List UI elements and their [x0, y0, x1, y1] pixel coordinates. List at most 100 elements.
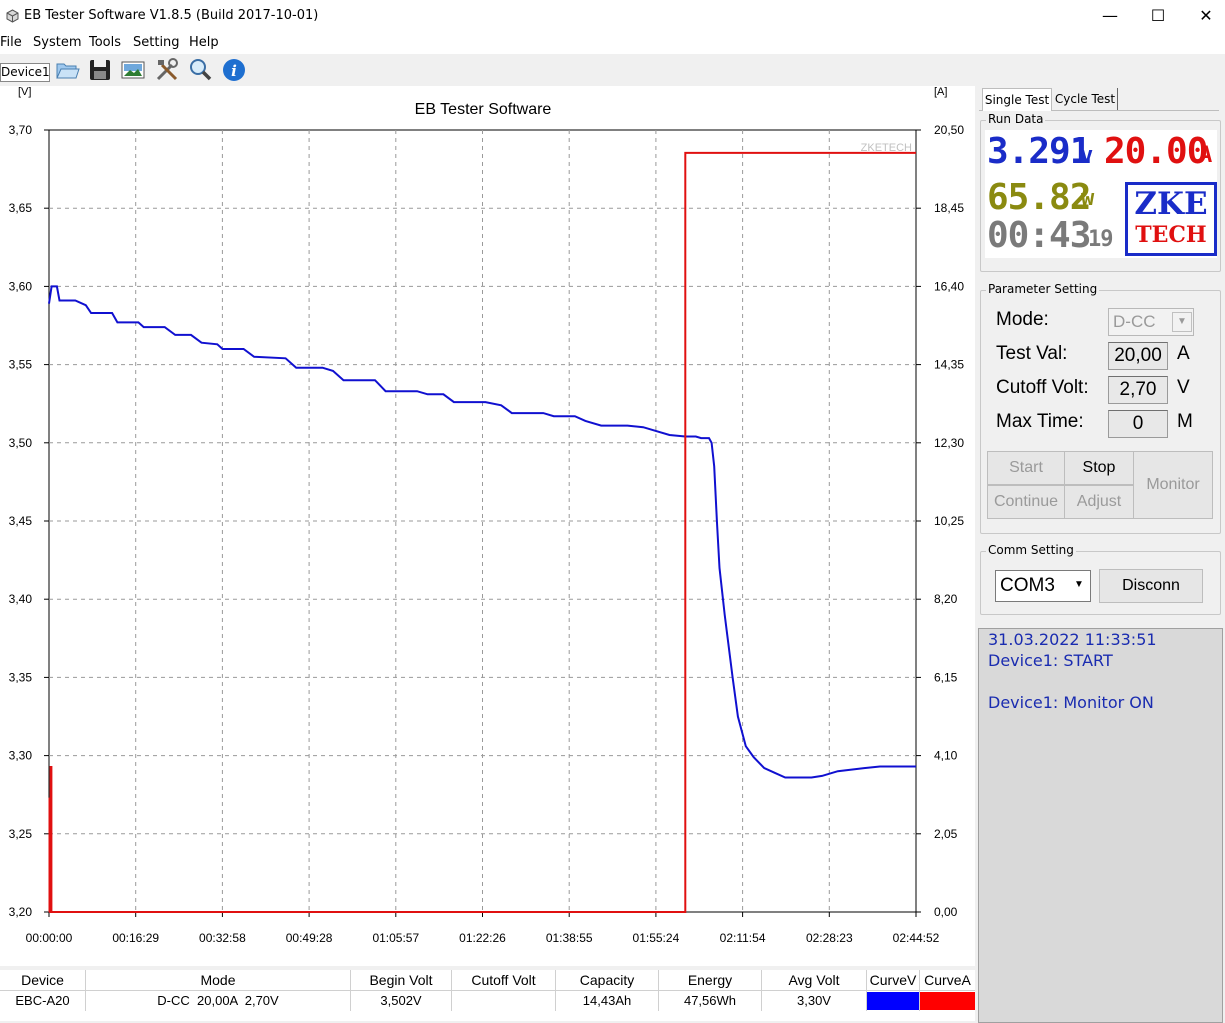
current-readout: 20.00: [1104, 131, 1208, 172]
close-button[interactable]: ✕: [1199, 6, 1213, 25]
x-tick-label: 01:05:57: [372, 931, 419, 945]
table-cell-cutoff-volt[interactable]: [452, 991, 556, 1011]
right-tick-label: 18,45: [934, 201, 964, 215]
table-cell-begin-volt[interactable]: 3,502V: [351, 991, 452, 1011]
parameter-setting-group: [980, 290, 1221, 534]
log-line: Device1: START: [988, 651, 1113, 670]
com-port-select[interactable]: COM3 ▼: [995, 570, 1091, 602]
column-header[interactable]: CurveV: [867, 970, 920, 991]
chart-title: EB Tester Software: [415, 101, 552, 118]
column-header[interactable]: Capacity: [556, 970, 659, 991]
window-title: EB Tester Software V1.8.5 (Build 2017-10…: [24, 8, 319, 23]
curve-v-swatch: [867, 992, 919, 1010]
chevron-down-icon: ▼: [1074, 579, 1084, 590]
power-unit: w: [1081, 186, 1094, 211]
mode-label: Mode:: [996, 309, 1049, 330]
com-port-value: COM3: [1000, 575, 1055, 596]
right-tick-label: 4,10: [934, 749, 958, 763]
time-seconds: 19: [1088, 227, 1113, 252]
column-header[interactable]: Mode: [86, 970, 351, 991]
table-cell-curve-v[interactable]: [867, 991, 920, 1011]
continue-button[interactable]: Continue: [987, 485, 1065, 519]
max-time-label: Max Time:: [996, 411, 1084, 432]
menu-file[interactable]: File: [0, 35, 22, 50]
zoom-icon[interactable]: [187, 57, 213, 83]
info-icon[interactable]: i: [221, 57, 247, 83]
left-tick-label: 3,70: [9, 123, 33, 137]
column-header[interactable]: Begin Volt: [351, 970, 452, 991]
x-tick-label: 01:22:26: [459, 931, 506, 945]
app-icon: [6, 9, 19, 23]
tab-strip-line: [979, 110, 1219, 111]
image-icon[interactable]: [120, 57, 146, 83]
mode-select[interactable]: D-CC ▼: [1108, 308, 1194, 336]
table-cell-curve-a[interactable]: [920, 991, 975, 1011]
column-header[interactable]: Energy: [659, 970, 762, 991]
menu-help[interactable]: Help: [189, 35, 219, 50]
disconnect-button[interactable]: Disconn: [1099, 569, 1203, 603]
column-header[interactable]: CurveA: [920, 970, 975, 991]
x-tick-label: 00:00:00: [26, 931, 73, 945]
x-tick-label: 01:38:55: [546, 931, 593, 945]
right-tick-label: 14,35: [934, 358, 964, 372]
minimize-button[interactable]: —: [1102, 6, 1118, 25]
time-readout: 00:43: [987, 215, 1091, 256]
column-header[interactable]: Cutoff Volt: [452, 970, 556, 991]
column-header[interactable]: Device: [0, 970, 86, 991]
mode-value: D-CC: [1113, 312, 1156, 331]
power-readout: 65.82: [987, 177, 1091, 218]
run-data-group: [980, 120, 1221, 272]
cutoff-volt-input[interactable]: 2,70: [1108, 376, 1168, 404]
left-tick-label: 3,45: [9, 514, 33, 528]
right-tick-label: 12,30: [934, 436, 964, 450]
maximize-button[interactable]: ☐: [1150, 6, 1166, 25]
left-tick-label: 3,35: [9, 670, 33, 684]
results-table: Device Mode Begin Volt Cutoff Volt Capac…: [0, 970, 975, 1021]
device-tab[interactable]: Device1: [0, 63, 50, 82]
svg-text:i: i: [231, 62, 237, 80]
start-button[interactable]: Start: [987, 451, 1065, 485]
tab-cycle-test[interactable]: Cycle Test: [1053, 88, 1118, 110]
column-header[interactable]: Avg Volt: [762, 970, 867, 991]
tab-single-test[interactable]: Single Test: [982, 88, 1052, 111]
left-tick-label: 3,20: [9, 905, 33, 919]
current-unit: A: [1199, 143, 1212, 168]
toolbar: [0, 54, 975, 86]
table-cell-mode[interactable]: D-CC 20,00A 2,70V: [86, 991, 351, 1011]
x-tick-label: 00:32:58: [199, 931, 246, 945]
monitor-button[interactable]: Monitor: [1133, 451, 1213, 519]
voltage-unit: v: [1080, 143, 1093, 168]
chart-area: 3,70 3,65 3,60 3,55 3,50 3,45 3,40 3,35 3,30 3,25…: [0, 86, 975, 966]
current-curve: [48, 151, 916, 913]
save-icon[interactable]: [87, 57, 113, 83]
right-axis-unit: [A]: [934, 86, 947, 98]
open-folder-icon[interactable]: [54, 57, 80, 83]
table-cell-avg-volt[interactable]: 3,30V: [762, 991, 867, 1011]
cutoff-volt-label: Cutoff Volt:: [996, 377, 1089, 398]
menu-setting[interactable]: Setting: [133, 35, 180, 50]
log-line: Device1: Monitor ON: [988, 693, 1154, 712]
voltage-readout: 3.291: [987, 131, 1091, 172]
tools-icon[interactable]: [154, 57, 180, 83]
test-val-input[interactable]: 20,00: [1108, 342, 1168, 370]
max-time-input[interactable]: 0: [1108, 410, 1168, 438]
comm-setting-label: Comm Setting: [986, 543, 1076, 557]
adjust-button[interactable]: Adjust: [1064, 485, 1134, 519]
x-tick-label: 02:44:52: [893, 931, 940, 945]
title-bar: [0, 0, 1225, 32]
x-tick-label: 01:55:24: [633, 931, 680, 945]
stop-button[interactable]: Stop: [1064, 451, 1134, 485]
right-tick-label: 10,25: [934, 514, 964, 528]
log-panel: [978, 628, 1223, 1023]
menu-system[interactable]: System: [33, 35, 82, 50]
max-time-unit: M: [1177, 411, 1193, 432]
left-tick-label: 3,40: [9, 592, 33, 606]
left-tick-label: 3,55: [9, 358, 33, 372]
table-cell-device[interactable]: EBC-A20: [0, 991, 86, 1011]
menu-tools[interactable]: Tools: [89, 35, 122, 50]
table-cell-capacity[interactable]: 14,43Ah: [556, 991, 659, 1011]
right-tick-label: 6,15: [934, 670, 958, 684]
right-tick-label: 8,20: [934, 592, 958, 606]
right-tick-label: 20,50: [934, 123, 964, 137]
table-cell-energy[interactable]: 47,56Wh: [659, 991, 762, 1011]
